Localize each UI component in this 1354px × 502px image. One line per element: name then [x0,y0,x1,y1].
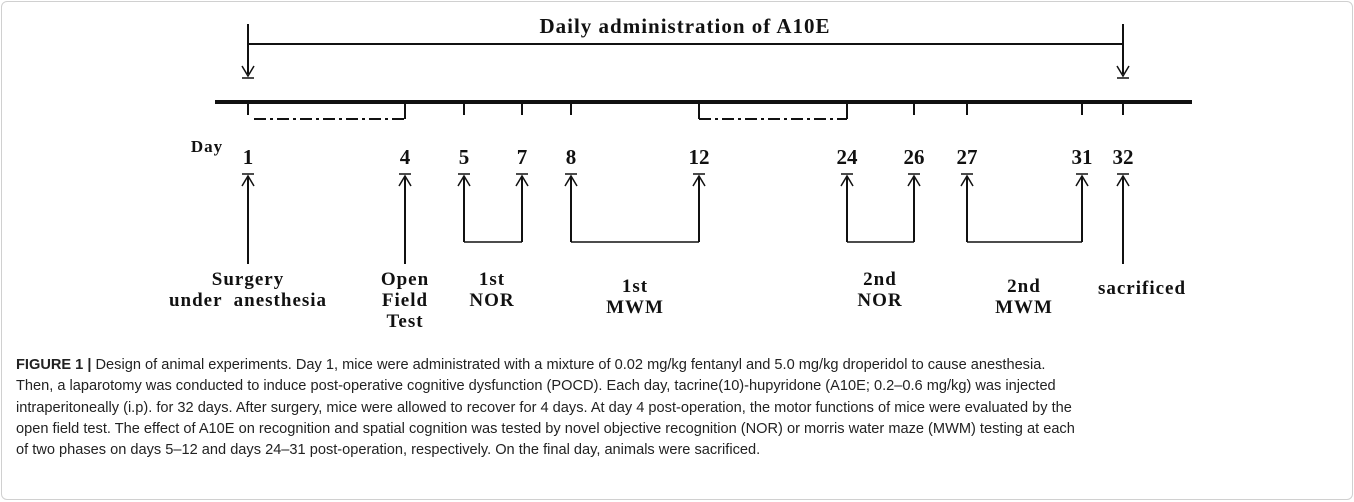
arrowhead [241,65,255,78]
event-label: Open [381,269,429,290]
caption-line: open field test. The effect of A10E on r… [16,419,1346,440]
caption-line: intraperitoneally (i.p). for 32 days. Af… [16,398,1346,419]
event-label: under anesthesia [169,290,327,311]
caption-text: Design of animal experiments. Day 1, mic… [91,357,1046,373]
day-number: 1 [243,145,254,169]
event-label: 2nd [1007,276,1041,297]
event-label: MWM [995,297,1053,318]
layout-lines [215,24,1192,243]
caption-line: Then, a laparotomy was conducted to indu… [16,376,1346,397]
timeline-diagram: Daily administration of A10E Day 1 4 5 7 8 12… [169,14,1192,332]
caption-line: of two phases on days 5–12 and days 24–3… [16,440,1346,461]
day-number: 31 [1072,145,1093,169]
day-number: 32 [1113,145,1134,169]
caption-text: Then, a laparotomy was conducted to indu… [16,378,1056,395]
event-label: NOR [469,290,514,311]
event-label: 1st [622,276,648,297]
event-label: Test [386,311,423,332]
day-number: 26 [904,145,925,169]
header: Daily administration of A10E [539,14,830,38]
event-label: 2nd [863,269,897,290]
event-label: Surgery [212,269,284,290]
day-number: 12 [689,145,710,169]
day-number: 27 [957,145,978,169]
caption-text: of two phases on days 5–12 and days 24–3… [16,442,761,459]
day-number: 5 [459,145,470,169]
event-label: sacrificed [1098,278,1186,299]
caption: FIGURE 1 | Design of animal experiments.… [16,355,1346,461]
caption-label: FIGURE 1 | [16,357,92,373]
day-number: 24 [837,145,859,169]
day-number: 7 [517,145,528,169]
day-label: Day [191,137,223,156]
event-label: MWM [606,297,664,318]
event-label: NOR [857,290,902,311]
arrowhead [1116,65,1130,78]
day-number: 4 [400,145,411,169]
caption-text: intraperitoneally (i.p). for 32 days. Af… [16,399,1072,416]
day-number: 8 [566,145,577,169]
event-label: 1st [479,269,505,290]
event-label: Field [382,290,428,311]
caption-line: FIGURE 1 | Design of animal experiments.… [16,355,1346,376]
caption-text: open field test. The effect of A10E on r… [16,420,1075,437]
